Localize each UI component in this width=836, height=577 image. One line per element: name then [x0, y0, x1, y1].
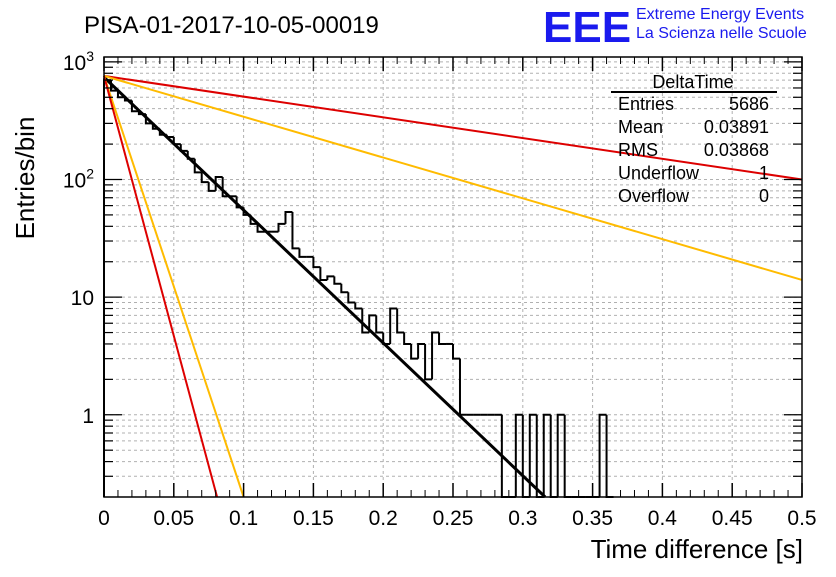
histogram-bin [438, 332, 447, 345]
histogram-bin [361, 308, 370, 334]
histogram-bin [458, 358, 467, 416]
histogram-bin [368, 314, 377, 333]
histogram-bin [326, 275, 335, 280]
stats-title: DeltaTime [652, 72, 733, 92]
x-tick-label: 0 [98, 507, 110, 530]
histogram-bin [277, 222, 286, 232]
x-tick-label: 0.3 [508, 507, 537, 530]
stats-row-label: Mean [618, 117, 663, 137]
x-tick-label: 0.2 [369, 507, 398, 530]
fit-lines [102, 74, 803, 499]
histogram-bin [340, 283, 349, 294]
histogram-series [103, 79, 614, 498]
histogram-bin [528, 413, 537, 497]
logo-line-1: Extreme Energy Events [636, 6, 804, 23]
logo-text: EEE [543, 3, 631, 52]
histogram-bin [452, 343, 460, 360]
x-tick-label: 0.35 [572, 507, 613, 530]
histogram-bin [284, 210, 293, 224]
stats-row-value: 0.03868 [704, 140, 769, 160]
histogram-bin [431, 331, 440, 380]
x-axis-label: Time difference [s] [591, 534, 803, 564]
x-tick-label: 0.45 [712, 507, 753, 530]
x-tick-label: 0.5 [787, 507, 816, 530]
histogram-bin [312, 256, 321, 269]
histogram-bin [598, 413, 607, 497]
histogram-bin [347, 292, 356, 304]
histogram-bin [333, 276, 342, 285]
grid [104, 57, 802, 497]
stats-row-value: 0 [759, 186, 769, 206]
axis-ticks: 0 0.05 0.1 0.15 0.2 0.25 0.3 0.35 0.4 0.45 0.51101… [63, 48, 817, 530]
histogram-bin [403, 332, 412, 345]
stats-row-value: 1 [759, 163, 769, 183]
fit-line [103, 75, 245, 498]
histogram-bin [375, 315, 384, 334]
histogram-bin [389, 307, 398, 344]
histogram-bin [116, 90, 125, 99]
histogram-bin [291, 211, 300, 250]
x-tick-label: 0.4 [648, 507, 678, 530]
fit-line [103, 74, 803, 281]
x-tick-label: 0.15 [293, 507, 334, 530]
histogram-bin [256, 223, 265, 233]
y-axis-label: Entries/bin [10, 117, 40, 240]
stats-row-label: RMS [618, 140, 658, 160]
histogram-bin [200, 172, 209, 184]
histogram-bin [424, 343, 433, 381]
histogram-bin [542, 413, 551, 497]
x-tick-label: 0.25 [433, 507, 474, 530]
y-tick-label: 1 [82, 405, 94, 428]
histogram-bin [354, 302, 363, 310]
histogram-bin [549, 414, 558, 498]
histogram-bin [319, 267, 328, 281]
histogram-bin [563, 414, 572, 498]
x-tick-label: 0.1 [229, 507, 258, 530]
histogram-bin [417, 342, 426, 359]
histogram-bin [535, 414, 544, 498]
histogram-bin [410, 343, 419, 360]
histogram-bin [214, 176, 223, 191]
fit-line [103, 74, 803, 181]
y-tick-label: 10 [71, 287, 94, 310]
x-tick-label: 0.05 [153, 507, 194, 530]
fit-line [102, 76, 547, 499]
histogram-bin [605, 414, 614, 498]
stats-row-label: Underflow [618, 163, 700, 183]
stats-row-value: 0.03891 [704, 117, 769, 137]
fit-line [103, 75, 219, 498]
stats-rows: Entries 5686 Mean 0.03891 RMS 0.03868Underflo… [618, 94, 769, 206]
stats-row-value: 5686 [729, 94, 769, 114]
histogram-bin [103, 79, 111, 497]
histogram-bin [556, 413, 565, 497]
histogram-bin [207, 182, 216, 192]
stats-row-label: Entries [618, 94, 674, 114]
chart-title: PISA-01-2017-10-05-00019 [84, 12, 379, 39]
y-tick-label: 102 [63, 166, 94, 193]
logo-line-2: La Scienza nelle Scuole [636, 25, 807, 42]
y-tick-label: 103 [63, 48, 94, 75]
histogram-bin [396, 308, 405, 334]
eee-logo: EEE Extreme Energy Events La Scienza nel… [543, 3, 807, 52]
stats-row-label: Overflow [618, 186, 690, 206]
histogram-bin [514, 413, 523, 497]
histogram-bin [298, 248, 307, 258]
stats-box: DeltaTime Entries 5686 Mean 0.03891 RMS 0.038… [611, 72, 777, 206]
histogram-bin [521, 414, 530, 498]
